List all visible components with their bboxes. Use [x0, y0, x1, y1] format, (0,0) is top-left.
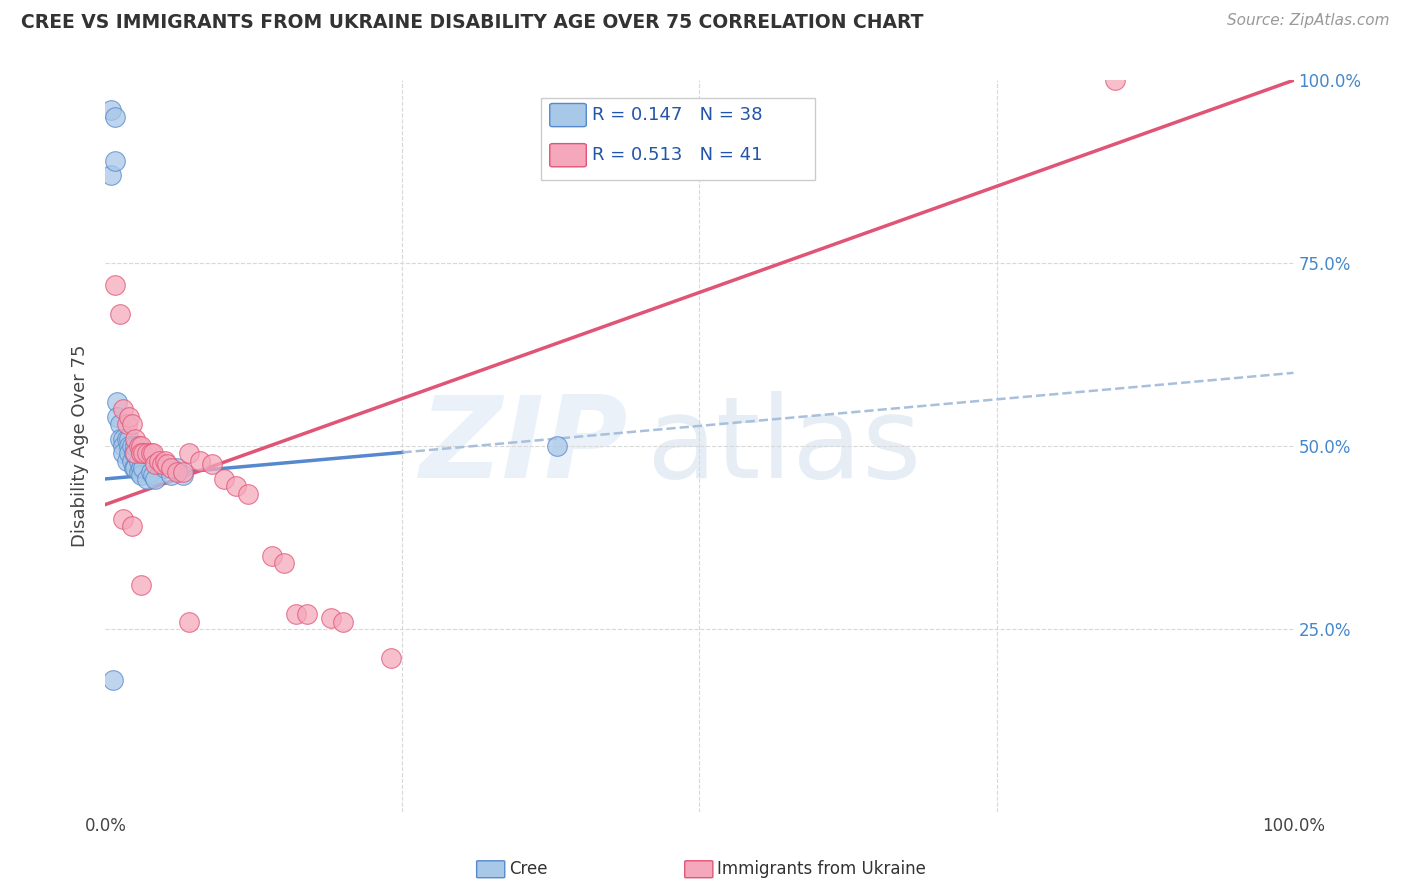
Point: [105, 395, 128, 409]
Point: [156, 458, 179, 472]
Point: [108, 417, 131, 431]
Point: [236, 486, 259, 500]
Point: [380, 651, 402, 665]
Point: [143, 472, 166, 486]
Point: [132, 461, 155, 475]
Point: [214, 472, 236, 486]
Point: [153, 461, 176, 475]
Point: [321, 611, 343, 625]
Point: [152, 458, 174, 472]
Point: [172, 468, 194, 483]
Point: [124, 432, 146, 446]
Point: [297, 607, 319, 622]
Point: [159, 468, 181, 483]
Point: [260, 549, 283, 563]
Point: [139, 465, 162, 479]
Point: [121, 417, 143, 431]
Point: [190, 453, 212, 467]
Point: [129, 461, 152, 475]
Point: [112, 446, 135, 460]
Point: [201, 458, 224, 472]
Point: [112, 402, 135, 417]
Point: [273, 556, 295, 570]
Point: [121, 519, 143, 533]
Point: [332, 615, 354, 629]
Point: [115, 417, 138, 431]
Text: R = 0.513   N = 41: R = 0.513 N = 41: [592, 146, 762, 164]
Text: Cree: Cree: [509, 860, 547, 879]
Point: [128, 439, 150, 453]
Point: [104, 110, 127, 124]
Text: ZIP: ZIP: [420, 391, 628, 501]
Point: [108, 432, 131, 446]
Point: [108, 307, 131, 321]
Point: [115, 453, 138, 467]
Point: [142, 446, 165, 460]
Point: [153, 453, 176, 467]
Text: CREE VS IMMIGRANTS FROM UKRAINE DISABILITY AGE OVER 75 CORRELATION CHART: CREE VS IMMIGRANTS FROM UKRAINE DISABILI…: [21, 13, 924, 32]
Point: [100, 103, 122, 117]
Point: [124, 446, 146, 460]
Point: [105, 409, 128, 424]
Point: [546, 439, 568, 453]
Point: [128, 453, 150, 467]
Point: [166, 465, 188, 479]
Text: R = 0.147   N = 38: R = 0.147 N = 38: [592, 106, 762, 124]
Point: [177, 446, 200, 460]
Point: [112, 439, 135, 453]
Text: atlas: atlas: [645, 391, 921, 501]
Point: [166, 461, 188, 475]
Point: [225, 479, 247, 493]
Point: [128, 465, 150, 479]
Point: [284, 607, 307, 622]
Point: [115, 432, 138, 446]
Text: Immigrants from Ukraine: Immigrants from Ukraine: [717, 860, 927, 879]
Point: [112, 512, 135, 526]
Point: [142, 468, 165, 483]
Point: [136, 472, 159, 486]
Point: [118, 439, 141, 453]
Text: Source: ZipAtlas.com: Source: ZipAtlas.com: [1226, 13, 1389, 29]
Point: [1104, 73, 1126, 87]
Point: [143, 458, 166, 472]
Point: [148, 458, 170, 472]
Point: [121, 453, 143, 467]
Point: [104, 278, 127, 293]
Point: [104, 153, 127, 168]
Point: [124, 439, 146, 453]
Point: [139, 446, 162, 460]
Point: [121, 439, 143, 453]
Point: [118, 409, 141, 424]
Point: [129, 578, 152, 592]
Point: [132, 446, 155, 460]
Point: [177, 615, 200, 629]
Point: [101, 673, 124, 687]
Point: [124, 461, 146, 475]
Y-axis label: Disability Age Over 75: Disability Age Over 75: [72, 344, 90, 548]
Point: [172, 465, 194, 479]
Point: [129, 439, 152, 453]
Point: [148, 453, 170, 467]
Point: [136, 446, 159, 460]
Point: [112, 432, 135, 446]
Point: [122, 461, 145, 475]
Point: [129, 468, 152, 483]
Point: [118, 446, 141, 460]
Point: [129, 446, 152, 460]
Point: [100, 169, 122, 183]
Point: [122, 446, 145, 460]
Point: [118, 432, 141, 446]
Point: [159, 461, 181, 475]
